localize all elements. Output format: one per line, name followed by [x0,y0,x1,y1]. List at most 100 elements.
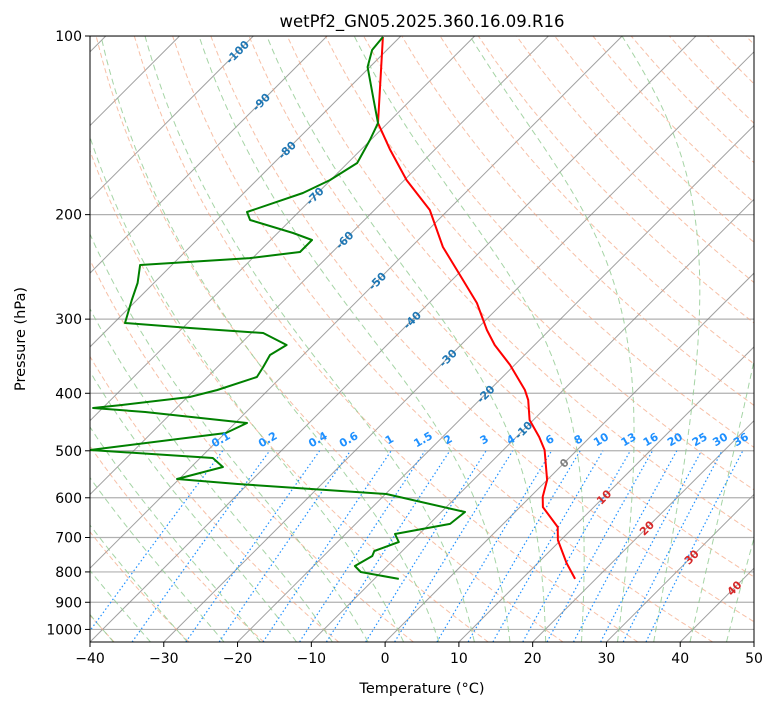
moist-adiabat-line [353,36,585,642]
x-tick-label: 40 [671,651,689,667]
x-tick-label: −20 [223,651,253,667]
dry-adiabat-line [133,36,639,642]
dry-adiabat-line [95,36,564,642]
temperature-profile-line [377,36,576,580]
dry-adiabat-line [363,36,754,448]
mixing-ratio-label: 3 [478,432,491,447]
dry-adiabat-line [592,36,754,203]
dry-adiabat-line [439,36,754,365]
isotherm-line [90,36,328,274]
mixing-ratio-line [572,450,678,642]
mixing-ratio-line [622,450,723,642]
mixing-ratio-line [600,450,703,642]
isotherm-line [458,346,754,642]
y-tick-label: 800 [55,565,82,581]
moist-adiabat-line [90,307,333,642]
y-tick-label: 600 [55,491,82,507]
x-tick-label: 30 [598,651,616,667]
moist-adiabat-line [90,426,261,642]
isotherm-line [237,124,754,642]
mixing-ratio-label: 6 [543,432,556,447]
x-tick-label: −40 [75,651,105,667]
dry-adiabat-line [668,36,754,124]
moist-adiabat-line [90,524,188,642]
mixing-ratio-label: 13 [619,430,639,449]
x-tick-label: 20 [524,651,542,667]
isotherm-line [90,36,623,569]
moist-adiabat-line [90,569,151,642]
y-tick-label: 700 [55,531,82,547]
mixing-ratio-label: 1.5 [412,429,435,450]
isotherm-line [163,51,754,642]
moist-adiabat-line [90,232,369,642]
mixing-ratio-label: 30 [710,430,730,449]
y-tick-label: 300 [55,312,82,328]
y-tick-label: 100 [55,29,82,45]
moist-adiabat-line [198,36,511,642]
isotherm-line [310,198,754,642]
x-axis-label: Temperature (°C) [358,681,484,697]
y-tick-label: 400 [55,386,82,402]
y-tick-label: 200 [55,208,82,224]
dry-adiabat-line [90,258,414,642]
chart-title: wetPf2_GN05.2025.360.16.09.R16 [280,12,565,32]
mixing-ratio-line [546,450,654,642]
mixing-ratio-label: 0.6 [337,429,361,450]
plot-background-lines [90,36,754,642]
mixing-ratio-label: 1 [383,432,396,447]
mixing-ratio-line [218,450,351,642]
moist-adiabat-line [90,370,297,642]
isotherm-line [384,272,754,642]
mixing-ratio-line [262,450,392,642]
dry-adiabat-line [90,531,190,642]
mixing-ratio-label: 0.4 [306,429,330,450]
dewpoint-profile-line [90,36,466,580]
moist-adiabat-line [621,36,701,642]
moist-adiabat-line [90,135,405,642]
axes: −40 −30 −20 −10 0 10 20 30 40 5010020030040050060… [46,29,763,667]
mixing-ratio-line [299,450,426,642]
isotherm-line [90,36,254,201]
x-tick-label: 10 [450,651,468,667]
moist-adiabat-line [144,36,475,642]
isotherm-line [90,36,697,642]
mixing-ratio-label: 0.2 [256,429,279,450]
moist-adiabat-line [266,36,547,642]
isotherm-label: -80 [276,138,299,161]
y-tick-label: 500 [55,444,82,460]
plot-frame [89,35,755,643]
mixing-ratio-label: 25 [690,430,710,449]
mixing-ratio-label: 8 [572,432,585,447]
isotherm-line [90,36,402,348]
y-tick-label: 1000 [46,622,82,638]
isotherm-line [90,36,476,422]
dry-adiabat-line [630,36,754,164]
y-tick-label: 900 [55,595,82,611]
isotherm-line [532,419,754,642]
dry-adiabat-line [554,36,754,243]
dry-adiabat-line [286,36,754,534]
dry-adiabat-line [324,36,754,491]
moist-adiabat-line [726,536,754,642]
x-tick-label: −30 [149,651,179,667]
dry-adiabat-line [90,149,489,642]
y-axis-label: Pressure (hPa) [13,287,29,391]
dry-adiabat-line [90,355,339,642]
dry-adiabat-line [90,445,265,642]
mixing-ratio-line [131,450,271,642]
mixing-ratio-label: 2 [441,432,454,447]
dry-adiabat-line [248,36,754,578]
dry-adiabat-line [210,36,754,623]
isotherm-label: -100 [223,38,252,67]
mixing-ratio-line [325,450,451,642]
mixing-ratio-line [436,450,553,642]
moist-adiabat-line [90,476,225,642]
mixing-ratio-line [185,450,321,642]
moist-adiabat-line [100,36,440,642]
mixing-ratio-line [90,450,224,632]
dry-adiabat-line [707,36,754,85]
mixing-ratio-label: 16 [641,430,661,449]
x-tick-label: 0 [381,651,390,667]
moist-adiabat-line [689,358,754,642]
